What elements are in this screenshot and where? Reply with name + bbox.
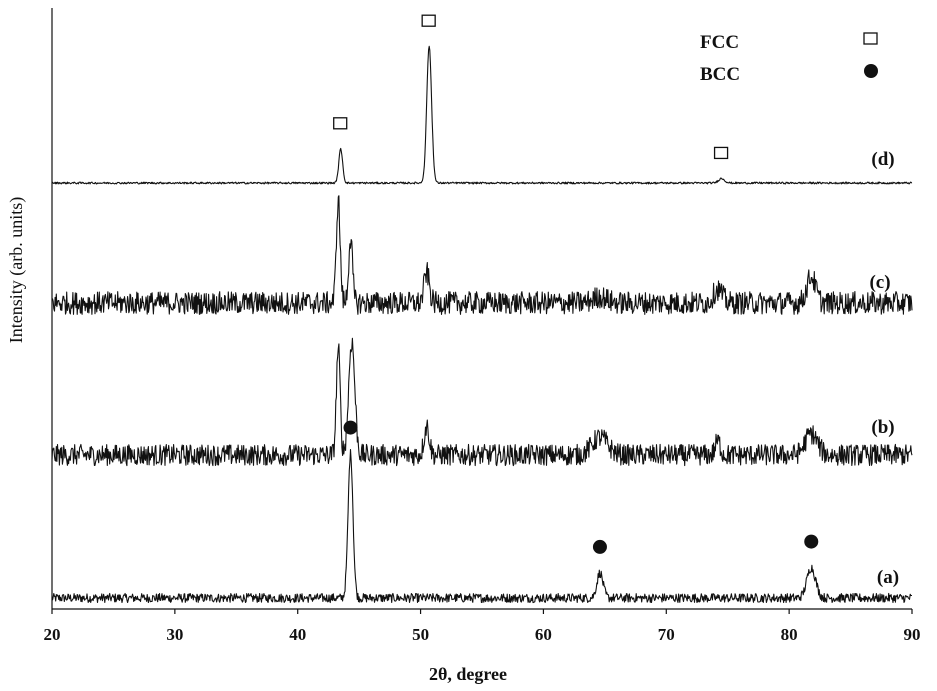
x-tick-label: 70	[658, 625, 675, 644]
x-axis-ticks: 20 30 40 50 60 70 80 90	[44, 609, 921, 644]
x-tick-label: 50	[412, 625, 429, 644]
x-axis-title: 2θ, degree	[429, 664, 507, 684]
bcc-circle-icon	[343, 420, 358, 435]
x-tick-label: 30	[166, 625, 183, 644]
trace-c	[51, 195, 913, 315]
legend-fcc-square-icon	[863, 32, 878, 45]
x-tick-label: 40	[289, 625, 306, 644]
legend-label-fcc: FCC	[700, 32, 739, 53]
fcc-square-icon	[713, 146, 729, 160]
phase-markers	[333, 14, 819, 554]
plot-area	[51, 8, 913, 610]
x-tick-label: 90	[904, 625, 921, 644]
trace-label-a: (a)	[877, 567, 899, 588]
trace-labels: (a) (b) (c) (d)	[869, 149, 899, 588]
legend-bcc-circle-icon	[864, 64, 878, 78]
trace-label-b: (b)	[871, 417, 894, 438]
fcc-square-icon	[333, 117, 348, 130]
x-tick-label: 80	[781, 625, 798, 644]
fcc-square-icon	[421, 14, 436, 27]
x-tick-label: 60	[535, 625, 552, 644]
trace-a	[51, 449, 912, 604]
x-tick-label: 20	[44, 625, 61, 644]
legend-label-bcc: BCC	[700, 64, 740, 85]
trace-label-c: (c)	[869, 272, 890, 293]
legend: FCC BCC	[700, 32, 878, 85]
bcc-circle-icon	[592, 539, 607, 554]
trace-d	[51, 45, 913, 185]
trace-label-d: (d)	[871, 149, 894, 170]
bcc-circle-icon	[804, 534, 819, 549]
y-axis-title: Intensity (arb. units)	[6, 197, 27, 343]
trace-b	[51, 337, 913, 467]
